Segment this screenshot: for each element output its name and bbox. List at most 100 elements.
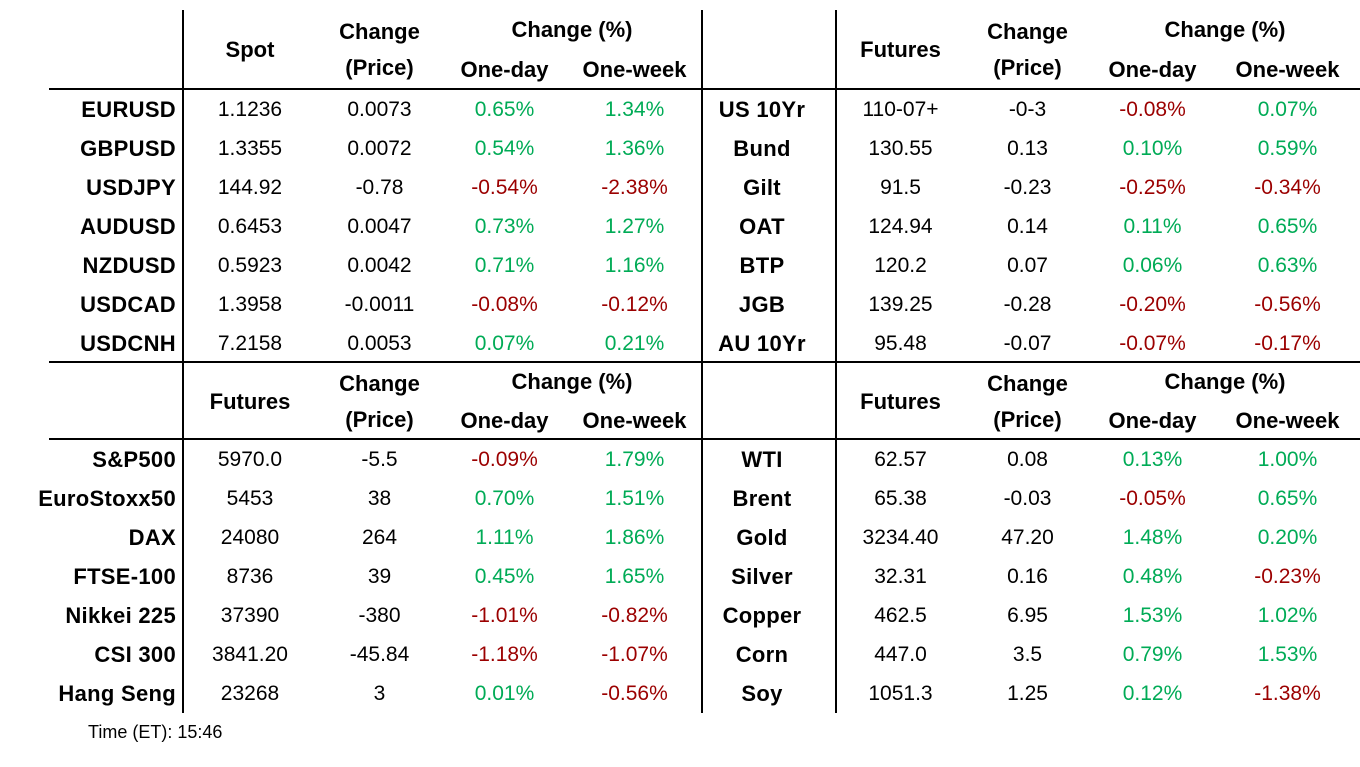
usdcnh-change-cell: 0.0053 [347,331,412,355]
corn-one-week-pct-cell: 1.53% [1257,642,1318,666]
gbpusd-one-day-pct-cell: 0.54% [474,136,535,160]
row-label-corn: Corn [735,641,789,667]
bond-futures-pct-change-header-group: Change (%) One-day One-week [1090,10,1360,90]
audusd-one-day-pct-cell: 0.73% [474,214,535,238]
gbpusd-change-cell: 0.0072 [347,136,412,160]
market-data-grid: Spot Change (Price) Change (%) One-day One-we… [0,10,1360,713]
wti-price-cell: 62.57 [874,447,927,471]
au-10yr-one-week-pct-cell: -0.17% [1254,331,1321,355]
oat-price-cell: 124.94 [868,214,933,238]
equity-futures-pct-change-header: Change (%) [511,369,633,395]
nikkei-225-one-week-pct-cell: -0.82% [601,603,668,627]
bond-futures-change-column-header: Change (Price) [965,10,1090,90]
change-header-line2: (Price) [345,406,414,432]
jgb-one-week-pct-cell: -0.56% [1254,292,1321,316]
usdjpy-one-day-pct-cell: -0.54% [471,175,538,199]
jgb-price-cell: 139.25 [868,292,933,316]
equity-futures-price-column-header: Futures [209,388,291,414]
timestamp-label: Time (ET): 15:46 [88,722,223,742]
usdjpy-one-week-pct-cell: -2.38% [601,175,668,199]
wti-one-day-pct-cell: 0.13% [1122,447,1183,471]
usdcad-price-cell: 1.3958 [217,292,283,316]
bond-futures-one-week-header: One-week [1235,57,1340,82]
hang-seng-price-cell: 23268 [220,681,280,705]
fx-spot-price-column-header: Spot [225,37,275,62]
change-header-line2: (Price) [993,55,1062,80]
equity-futures-one-day-header: One-day [460,407,549,433]
au-10yr-change-cell: -0.07 [1003,331,1052,355]
nikkei-225-change-cell: -380 [358,603,401,627]
row-label-usdcnh: USDCNH [80,330,176,356]
eurusd-change-cell: 0.0073 [347,97,412,121]
row-label-au-10yr: AU 10Yr [718,330,806,356]
btp-change-cell: 0.07 [1007,253,1048,277]
brent-one-day-pct-cell: -0.05% [1119,486,1186,510]
row-label-usdcad: USDCAD [80,291,176,317]
silver-price-cell: 32.31 [874,564,927,588]
nzdusd-change-cell: 0.0042 [347,253,412,277]
wti-change-cell: 0.08 [1007,447,1048,471]
corn-one-day-pct-cell: 0.79% [1122,642,1183,666]
jgb-one-day-pct-cell: -0.20% [1119,292,1186,316]
row-label-csi-300: CSI 300 [94,641,176,667]
row-label-nikkei-225: Nikkei 225 [65,602,176,628]
row-label-wti: WTI [741,446,783,472]
us-10yr-one-week-pct-cell: 0.07% [1257,97,1318,121]
nzdusd-one-day-pct-cell: 0.71% [474,253,535,277]
gold-one-day-pct-cell: 1.48% [1122,525,1183,549]
s-p500-one-day-pct-cell: -0.09% [471,447,538,471]
fx-spot-pct-subheaders: One-day One-week [442,50,702,90]
silver-change-cell: 0.16 [1007,564,1048,588]
commodity-futures-pct-change-header: Change (%) [1164,369,1286,395]
equity-futures-change-column-header: Change (Price) [317,363,442,440]
bond-futures-price-column-header: Futures [860,37,941,62]
gbpusd-price-cell: 1.3355 [217,136,283,160]
bond-futures-one-day-header: One-day [1108,57,1197,82]
gilt-one-day-pct-cell: -0.25% [1119,175,1186,199]
us-10yr-price-cell: 110-07+ [862,97,939,121]
row-label-gold: Gold [736,524,788,550]
s-p500-change-cell: -5.5 [361,447,398,471]
eurostoxx50-price-cell: 5453 [226,486,274,510]
btp-one-day-pct-cell: 0.06% [1122,253,1183,277]
bond-futures-pct-change-header: Change (%) [1164,17,1286,42]
au-10yr-price-cell: 95.48 [874,331,927,355]
change-header-line2: (Price) [993,406,1062,432]
nzdusd-price-cell: 0.5923 [217,253,283,277]
copper-one-day-pct-cell: 1.53% [1122,603,1183,627]
ftse-100-one-day-pct-cell: 0.45% [474,564,535,588]
audusd-change-cell: 0.0047 [347,214,412,238]
commodity-futures-one-day-header: One-day [1108,407,1197,433]
eurostoxx50-change-cell: 38 [367,486,392,510]
row-label-oat: OAT [739,213,785,239]
fx-spot-change-column-header: Change (Price) [317,10,442,90]
horizontal-divider-top-header [49,88,1360,90]
us-10yr-one-day-pct-cell: -0.08% [1119,97,1186,121]
nikkei-225-one-day-pct-cell: -1.01% [471,603,538,627]
change-header-line2: (Price) [345,55,414,80]
gold-one-week-pct-cell: 0.20% [1257,525,1318,549]
row-label-audusd: AUDUSD [80,213,176,239]
jgb-change-cell: -0.28 [1003,292,1052,316]
usdcnh-one-day-pct-cell: 0.07% [474,331,535,355]
usdcad-one-day-pct-cell: -0.08% [471,292,538,316]
row-label-dax: DAX [128,524,176,550]
usdjpy-change-cell: -0.78 [355,175,404,199]
corn-change-cell: 3.5 [1012,642,1043,666]
us-10yr-change-cell: -0-3 [1008,97,1047,121]
equity-futures-one-week-header: One-week [582,407,687,433]
fx-spot-pct-change-header: Change (%) [511,17,633,42]
btp-one-week-pct-cell: 0.63% [1257,253,1318,277]
wti-one-week-pct-cell: 1.00% [1257,447,1318,471]
csi-300-price-cell: 3841.20 [212,642,288,666]
row-label-us-10yr: US 10Yr [718,96,806,122]
nikkei-225-price-cell: 37390 [220,603,280,627]
csi-300-change-cell: -45.84 [349,642,410,666]
hang-seng-change-cell: 3 [373,681,386,705]
eurostoxx50-one-week-pct-cell: 1.51% [604,486,665,510]
soy-price-cell: 1051.3 [868,681,933,705]
hang-seng-one-day-pct-cell: 0.01% [474,681,535,705]
au-10yr-one-day-pct-cell: -0.07% [1119,331,1186,355]
row-label-bund: Bund [733,135,791,161]
change-header-line1: Change [987,19,1068,44]
